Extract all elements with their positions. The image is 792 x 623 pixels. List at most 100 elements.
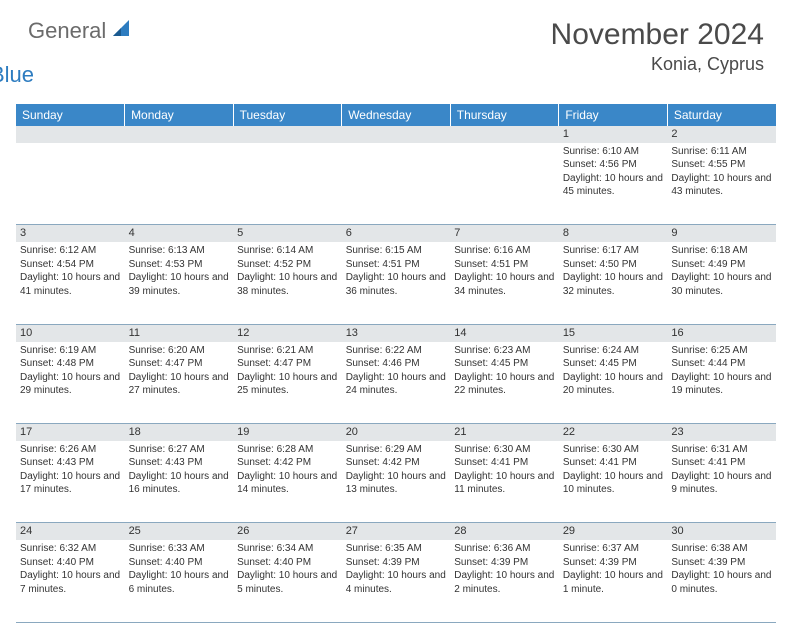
day-number-cell: 13 bbox=[342, 324, 451, 341]
day-cell: Sunrise: 6:22 AMSunset: 4:46 PMDaylight:… bbox=[342, 342, 451, 424]
daynum-row: 24252627282930 bbox=[16, 523, 776, 540]
day-cell: Sunrise: 6:16 AMSunset: 4:51 PMDaylight:… bbox=[450, 242, 559, 324]
daylight-line: Daylight: 10 hours and 25 minutes. bbox=[237, 371, 338, 398]
day-cell: Sunrise: 6:38 AMSunset: 4:39 PMDaylight:… bbox=[667, 540, 776, 622]
day-number-cell: 4 bbox=[125, 225, 234, 242]
daylight-line: Daylight: 10 hours and 20 minutes. bbox=[563, 371, 664, 398]
day-number-cell: 11 bbox=[125, 324, 234, 341]
sunset-line: Sunset: 4:39 PM bbox=[346, 556, 447, 570]
daylight-line: Daylight: 10 hours and 11 minutes. bbox=[454, 470, 555, 497]
sunrise-line: Sunrise: 6:12 AM bbox=[20, 244, 121, 258]
daylight-line: Daylight: 10 hours and 19 minutes. bbox=[671, 371, 772, 398]
sunrise-line: Sunrise: 6:19 AM bbox=[20, 344, 121, 358]
day-content-row: Sunrise: 6:12 AMSunset: 4:54 PMDaylight:… bbox=[16, 242, 776, 324]
sunrise-line: Sunrise: 6:38 AM bbox=[671, 542, 772, 556]
day-cell: Sunrise: 6:30 AMSunset: 4:41 PMDaylight:… bbox=[450, 441, 559, 523]
weekday-header: Thursday bbox=[450, 104, 559, 126]
day-cell: Sunrise: 6:26 AMSunset: 4:43 PMDaylight:… bbox=[16, 441, 125, 523]
sunset-line: Sunset: 4:55 PM bbox=[671, 158, 772, 172]
weekday-header: Friday bbox=[559, 104, 668, 126]
sunrise-line: Sunrise: 6:33 AM bbox=[129, 542, 230, 556]
day-cell: Sunrise: 6:27 AMSunset: 4:43 PMDaylight:… bbox=[125, 441, 234, 523]
day-number-cell: 28 bbox=[450, 523, 559, 540]
day-cell: Sunrise: 6:14 AMSunset: 4:52 PMDaylight:… bbox=[233, 242, 342, 324]
sunrise-line: Sunrise: 6:11 AM bbox=[671, 145, 772, 159]
day-cell: Sunrise: 6:18 AMSunset: 4:49 PMDaylight:… bbox=[667, 242, 776, 324]
sunrise-line: Sunrise: 6:32 AM bbox=[20, 542, 121, 556]
day-cell bbox=[16, 143, 125, 225]
header: General Blue November 2024 Konia, Cyprus bbox=[0, 0, 792, 96]
sunset-line: Sunset: 4:40 PM bbox=[237, 556, 338, 570]
day-number-cell: 5 bbox=[233, 225, 342, 242]
day-cell: Sunrise: 6:28 AMSunset: 4:42 PMDaylight:… bbox=[233, 441, 342, 523]
daylight-line: Daylight: 10 hours and 32 minutes. bbox=[563, 271, 664, 298]
sunset-line: Sunset: 4:40 PM bbox=[129, 556, 230, 570]
daylight-line: Daylight: 10 hours and 38 minutes. bbox=[237, 271, 338, 298]
sunset-line: Sunset: 4:39 PM bbox=[563, 556, 664, 570]
daylight-line: Daylight: 10 hours and 9 minutes. bbox=[671, 470, 772, 497]
sunset-line: Sunset: 4:45 PM bbox=[563, 357, 664, 371]
daylight-line: Daylight: 10 hours and 45 minutes. bbox=[563, 172, 664, 199]
sunrise-line: Sunrise: 6:18 AM bbox=[671, 244, 772, 258]
day-number-cell: 12 bbox=[233, 324, 342, 341]
sunset-line: Sunset: 4:51 PM bbox=[454, 258, 555, 272]
daylight-line: Daylight: 10 hours and 27 minutes. bbox=[129, 371, 230, 398]
sunset-line: Sunset: 4:40 PM bbox=[20, 556, 121, 570]
sunrise-line: Sunrise: 6:30 AM bbox=[563, 443, 664, 457]
day-content-row: Sunrise: 6:32 AMSunset: 4:40 PMDaylight:… bbox=[16, 540, 776, 622]
sunset-line: Sunset: 4:47 PM bbox=[237, 357, 338, 371]
daylight-line: Daylight: 10 hours and 5 minutes. bbox=[237, 569, 338, 596]
day-cell bbox=[233, 143, 342, 225]
sunset-line: Sunset: 4:48 PM bbox=[20, 357, 121, 371]
day-number-cell: 26 bbox=[233, 523, 342, 540]
day-number-cell: 7 bbox=[450, 225, 559, 242]
sunset-line: Sunset: 4:39 PM bbox=[671, 556, 772, 570]
sunrise-line: Sunrise: 6:20 AM bbox=[129, 344, 230, 358]
day-number-cell: 15 bbox=[559, 324, 668, 341]
daylight-line: Daylight: 10 hours and 0 minutes. bbox=[671, 569, 772, 596]
sunrise-line: Sunrise: 6:24 AM bbox=[563, 344, 664, 358]
day-content-row: Sunrise: 6:19 AMSunset: 4:48 PM Daylight:… bbox=[16, 342, 776, 424]
sunset-line: Sunset: 4:52 PM bbox=[237, 258, 338, 272]
day-number-cell: 14 bbox=[450, 324, 559, 341]
daylight-line: Daylight: 10 hours and 10 minutes. bbox=[563, 470, 664, 497]
day-number-cell: 6 bbox=[342, 225, 451, 242]
sunset-line: Sunset: 4:42 PM bbox=[346, 456, 447, 470]
day-content-row: Sunrise: 6:26 AMSunset: 4:43 PMDaylight:… bbox=[16, 441, 776, 523]
sunset-line: Sunset: 4:39 PM bbox=[454, 556, 555, 570]
day-number-cell bbox=[233, 126, 342, 143]
month-title: November 2024 bbox=[551, 18, 764, 52]
day-cell: Sunrise: 6:12 AMSunset: 4:54 PMDaylight:… bbox=[16, 242, 125, 324]
day-number-cell: 1 bbox=[559, 126, 668, 143]
sunset-line: Sunset: 4:49 PM bbox=[671, 258, 772, 272]
daylight-line: Daylight: 10 hours and 2 minutes. bbox=[454, 569, 555, 596]
day-number-cell: 27 bbox=[342, 523, 451, 540]
brand-logo: General Blue bbox=[28, 18, 135, 88]
weekday-header: Wednesday bbox=[342, 104, 451, 126]
daylight-line: Daylight: 10 hours and 36 minutes. bbox=[346, 271, 447, 298]
day-number-cell: 24 bbox=[16, 523, 125, 540]
sunrise-line: Sunrise: 6:14 AM bbox=[237, 244, 338, 258]
title-block: November 2024 Konia, Cyprus bbox=[551, 18, 764, 75]
sunrise-line: Sunrise: 6:10 AM bbox=[563, 145, 664, 159]
day-cell: Sunrise: 6:15 AMSunset: 4:51 PMDaylight:… bbox=[342, 242, 451, 324]
day-number-cell: 3 bbox=[16, 225, 125, 242]
daylight-line: Daylight: 10 hours and 7 minutes. bbox=[20, 569, 121, 596]
day-cell bbox=[125, 143, 234, 225]
day-number-cell: 19 bbox=[233, 424, 342, 441]
sunset-line: Sunset: 4:41 PM bbox=[454, 456, 555, 470]
sunrise-line: Sunrise: 6:21 AM bbox=[237, 344, 338, 358]
sunset-line: Sunset: 4:41 PM bbox=[563, 456, 664, 470]
daylight-line: Daylight: 10 hours and 43 minutes. bbox=[671, 172, 772, 199]
weekday-header: Monday bbox=[125, 104, 234, 126]
day-cell bbox=[450, 143, 559, 225]
sunrise-line: Sunrise: 6:36 AM bbox=[454, 542, 555, 556]
sunset-line: Sunset: 4:42 PM bbox=[237, 456, 338, 470]
day-cell bbox=[342, 143, 451, 225]
daynum-row: 10111213141516 bbox=[16, 324, 776, 341]
daynum-row: 12 bbox=[16, 126, 776, 143]
sunset-line: Sunset: 4:45 PM bbox=[454, 357, 555, 371]
sunset-line: Sunset: 4:44 PM bbox=[671, 357, 772, 371]
sunset-line: Sunset: 4:51 PM bbox=[346, 258, 447, 272]
daylight-line: Daylight: 10 hours and 30 minutes. bbox=[671, 271, 772, 298]
